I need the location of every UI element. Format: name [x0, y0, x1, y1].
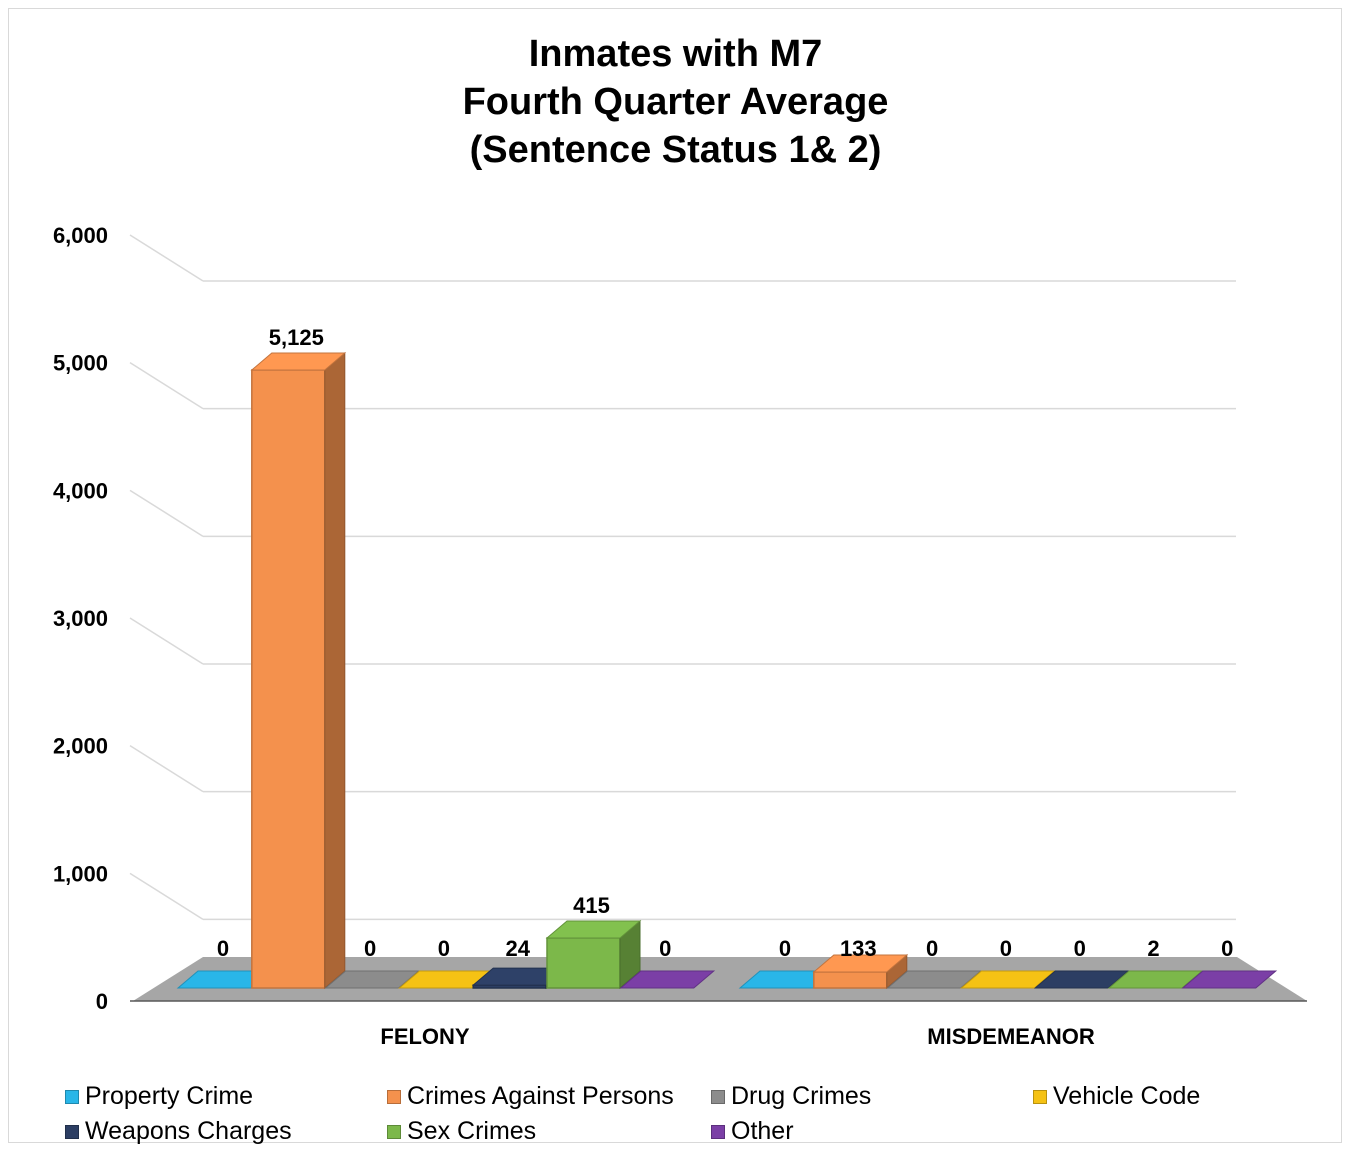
bar-misdemeanor-drug-crimes: [886, 970, 982, 989]
bar-felony-drug-crimes: [324, 970, 420, 989]
gridline-diagonal: [129, 362, 204, 410]
chart-title-line-2: Fourth Quarter Average: [462, 81, 889, 123]
x-category-label: MISDEMEANOR: [927, 1024, 1095, 1049]
data-label: 0: [1221, 936, 1233, 961]
data-label: 0: [438, 936, 450, 961]
y-tick-label: 4,000: [53, 478, 108, 503]
y-tick-label: 5,000: [53, 351, 108, 376]
floor-plane: [133, 957, 1307, 1001]
data-label: 5,125: [269, 325, 324, 350]
bar-misdemeanor-crimes-against-persons: [812, 953, 909, 990]
gridline-diagonal: [129, 234, 204, 282]
data-label: 0: [1074, 936, 1086, 961]
chart-title-line-1: Inmates with M7: [528, 33, 823, 75]
bar-felony-sex-crimes: [545, 919, 642, 990]
y-tick-label: 3,000: [53, 606, 108, 631]
gridline-diagonal: [129, 617, 204, 665]
data-label: 24: [505, 936, 530, 961]
bar-misdemeanor-other: [1181, 970, 1278, 989]
bars: [176, 351, 1278, 990]
y-tick-label: 0: [96, 989, 108, 1014]
y-tick-label: 6,000: [53, 223, 108, 248]
gridline-diagonal: [129, 489, 204, 537]
bar-felony-crimes-against-persons: [250, 351, 347, 990]
data-label: 0: [217, 936, 229, 961]
y-axis: 0 1,000 2,000 3,000 4,000 5,000 6,000: [53, 223, 108, 1014]
data-label: 133: [840, 936, 877, 961]
data-label: 0: [1000, 936, 1012, 961]
bar-misdemeanor-weapons-charges: [1033, 970, 1130, 989]
x-category-label: FELONY: [380, 1024, 470, 1049]
bar-felony-other: [619, 970, 716, 989]
chart-floor: [130, 957, 1307, 1002]
data-label: 0: [364, 936, 376, 961]
data-label: 0: [926, 936, 938, 961]
gridline-diagonal: [129, 745, 204, 793]
chart-title-line-3: (Sentence Status 1& 2): [469, 129, 882, 171]
gridlines: [129, 234, 1236, 921]
chart-frame: [8, 8, 1342, 1143]
gridline-diagonal: [129, 872, 204, 920]
data-label: 0: [659, 936, 671, 961]
y-tick-label: 2,000: [53, 734, 108, 759]
chart-title: Inmates with M7 Fourth Quarter Average (…: [0, 30, 1351, 174]
bar-misdemeanor-sex-crimes: [1107, 970, 1204, 989]
data-label: 2: [1147, 936, 1159, 961]
bar-misdemeanor-vehicle-code: [960, 970, 1056, 989]
data-label: 0: [779, 936, 791, 961]
data-label: 415: [573, 893, 610, 918]
y-tick-label: 1,000: [53, 861, 108, 886]
data-labels: 0 5,125 0 0 24 415 0 0 133 0 0 0 2 0: [217, 325, 1234, 961]
x-axis: FELONY MISDEMEANOR: [380, 1024, 1094, 1049]
